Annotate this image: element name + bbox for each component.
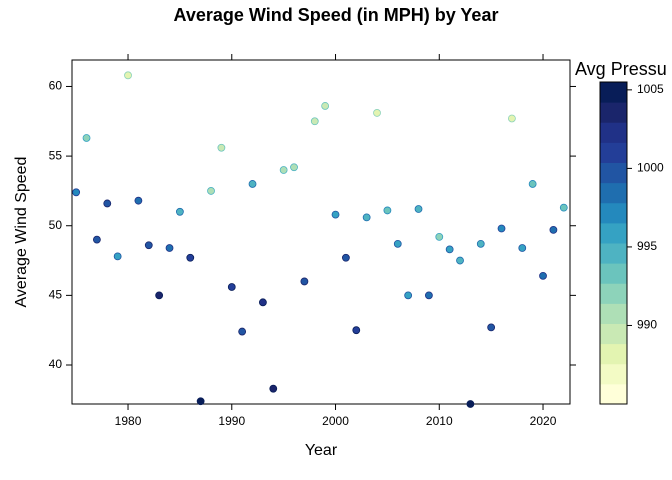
point xyxy=(165,244,174,252)
point xyxy=(445,245,454,254)
point xyxy=(155,291,164,300)
colorbar-band xyxy=(600,263,627,284)
colorbar-band xyxy=(600,243,627,264)
point xyxy=(341,253,350,262)
point xyxy=(269,384,278,393)
point xyxy=(331,210,340,219)
point xyxy=(186,253,195,262)
colorbar-title: Avg Pressu xyxy=(575,59,667,79)
point xyxy=(82,134,91,142)
point xyxy=(528,180,537,188)
colorbar-band xyxy=(600,283,627,304)
plot-frame xyxy=(71,59,571,405)
x-tick-label: 2020 xyxy=(530,414,557,428)
point xyxy=(321,102,330,110)
point xyxy=(404,291,413,300)
point xyxy=(113,252,122,261)
colorbar-frame xyxy=(599,81,628,405)
point xyxy=(124,71,132,80)
point xyxy=(279,166,288,174)
point xyxy=(258,298,267,307)
colorbar-band xyxy=(600,82,627,103)
point xyxy=(559,203,568,212)
point xyxy=(456,256,464,265)
point xyxy=(383,206,392,215)
y-axis-label: Average Wind Speed xyxy=(13,157,30,308)
colorbar-band xyxy=(600,323,627,345)
point xyxy=(507,114,516,123)
y-tick-label: 55 xyxy=(49,148,63,162)
point xyxy=(248,180,257,188)
colorbar-band xyxy=(600,222,627,244)
y-tick-label: 45 xyxy=(49,288,63,302)
x-axis-label: Year xyxy=(305,442,338,459)
point xyxy=(196,397,205,406)
point xyxy=(373,109,381,117)
x-tick-label: 2000 xyxy=(322,414,349,428)
point xyxy=(72,188,81,197)
colorbar-tick-label: 995 xyxy=(637,239,657,253)
point xyxy=(207,187,215,195)
colorbar-band xyxy=(600,363,627,385)
colorbar-tick-label: 990 xyxy=(637,318,657,332)
colorbar-band xyxy=(600,162,627,184)
point xyxy=(217,143,226,152)
point xyxy=(362,213,371,222)
point xyxy=(93,235,101,244)
point xyxy=(227,283,236,291)
colorbar-band xyxy=(600,182,627,204)
colorbar-tick-label: 1005 xyxy=(637,82,664,96)
point xyxy=(134,196,143,205)
point xyxy=(352,326,361,335)
x-tick-label: 2010 xyxy=(426,414,453,428)
point xyxy=(487,323,496,332)
colorbar-tick-label: 1000 xyxy=(637,161,664,175)
colorbar-band xyxy=(600,343,627,365)
x-tick-label: 1990 xyxy=(218,414,245,428)
colorbar-band xyxy=(600,202,627,224)
y-tick-label: 50 xyxy=(49,218,63,232)
point xyxy=(290,163,298,172)
y-tick-label: 40 xyxy=(49,357,63,371)
point xyxy=(310,117,319,126)
x-tick-label: 1980 xyxy=(115,414,142,428)
y-tick-label: 60 xyxy=(49,79,63,93)
colorbar-band xyxy=(600,383,627,405)
point xyxy=(424,291,433,300)
point xyxy=(175,207,184,216)
chart-title: Average Wind Speed (in MPH) by Year xyxy=(174,5,499,25)
point xyxy=(549,226,558,234)
point xyxy=(144,241,153,250)
point xyxy=(518,244,527,252)
point xyxy=(466,400,475,408)
colorbar-band xyxy=(600,122,627,143)
colorbar-band xyxy=(600,142,627,163)
point xyxy=(238,327,247,336)
point xyxy=(393,239,402,248)
point xyxy=(539,271,547,280)
point xyxy=(103,199,112,208)
point xyxy=(300,277,309,286)
colorbar-band xyxy=(600,102,627,123)
point xyxy=(435,232,444,241)
colorbar-band xyxy=(600,303,627,324)
point xyxy=(414,205,423,213)
point xyxy=(497,224,506,233)
point xyxy=(476,239,485,248)
